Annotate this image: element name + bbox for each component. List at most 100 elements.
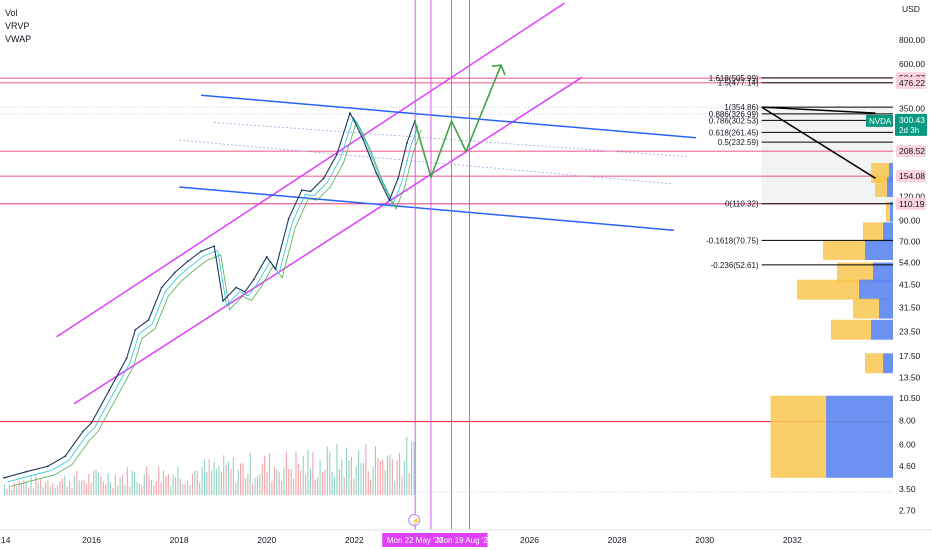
indicator-vol[interactable]: Vol: [5, 8, 18, 18]
price-point: [160, 286, 163, 289]
volume-bar: [155, 481, 157, 495]
price-point: [274, 268, 277, 270]
volume-bar: [40, 479, 42, 495]
volume-bar: [107, 473, 109, 495]
volume-profile-buy: [879, 298, 893, 319]
volume-bar: [138, 483, 140, 495]
volume-bar: [146, 466, 148, 495]
volume-bar: [367, 470, 369, 495]
volume-bar: [399, 452, 401, 495]
fib-level-label: 0.886(326.99): [709, 110, 759, 119]
trend-line: [73, 76, 583, 405]
volume-bar: [143, 474, 145, 495]
price-tag: [896, 197, 926, 210]
y-tick-label: 17.50: [899, 351, 921, 361]
volume-profile-sell: [886, 201, 890, 222]
volume-bar: [134, 471, 136, 495]
y-tick-label: 70.00: [899, 236, 921, 246]
volume-bar: [370, 479, 372, 495]
price-point: [90, 421, 93, 424]
price-point: [134, 328, 137, 331]
volume-bar: [167, 474, 169, 495]
event-marker-icon[interactable]: [408, 514, 421, 526]
x-tick-label: 2032: [783, 535, 802, 545]
price-point: [173, 271, 176, 274]
volume-bar: [194, 470, 196, 495]
price-point: [265, 255, 268, 258]
volume-bar: [129, 487, 131, 495]
price-tag: [896, 145, 926, 158]
date-badge-start: Mon 22 May '23: [387, 536, 444, 545]
price-point: [235, 286, 238, 289]
volume-bar: [276, 469, 278, 495]
volume-bar: [66, 486, 68, 495]
volume-bar: [230, 469, 232, 495]
volume-bar: [93, 471, 95, 495]
date-badge-end: Mon 19 Aug '24: [437, 536, 493, 545]
volume-bar: [18, 480, 20, 495]
x-tick-label: 14: [1, 535, 11, 545]
volume-profile-sell: [863, 222, 883, 243]
volume-bar: [20, 483, 22, 495]
volume-bar: [235, 483, 237, 495]
price-point: [252, 278, 255, 281]
indicator-vrvp[interactable]: VRVP: [5, 21, 30, 31]
x-tick-label: 2016: [82, 535, 101, 545]
price-tag-label: 208.52: [899, 146, 925, 156]
price-point: [3, 476, 5, 479]
volume-bar: [336, 443, 338, 495]
volume-bar: [333, 477, 336, 495]
volume-bar: [175, 477, 177, 495]
volume-bar: [408, 472, 410, 495]
symbol-name: NVDA: [869, 117, 892, 126]
trend-line: [201, 94, 696, 139]
volume-bar: [56, 485, 59, 495]
price-point: [397, 177, 400, 180]
y-tick-label: 31.50: [899, 302, 921, 312]
volume-bar: [35, 474, 37, 495]
volume-bar: [396, 460, 398, 495]
volume-bar: [13, 482, 15, 495]
price-point: [362, 138, 365, 141]
volume-bar: [348, 460, 350, 495]
x-tick-label: 2018: [170, 535, 189, 545]
y-tick-label: 6.00: [899, 439, 916, 449]
trend-line: [214, 122, 688, 158]
volume-bar: [394, 480, 396, 495]
volume-bar: [319, 460, 321, 495]
volume-bar: [162, 470, 165, 495]
volume-bar: [47, 480, 49, 495]
currency-label: USD: [902, 4, 920, 14]
date-range-badge: [382, 533, 488, 547]
price-point: [125, 357, 128, 360]
fib-level-label: -0.1618(70.75): [706, 236, 759, 245]
volume-bar: [295, 452, 297, 495]
volume-profile-sell: [853, 298, 879, 319]
volume-bar: [314, 479, 316, 495]
price-tag: [896, 170, 926, 183]
volume-bar: [191, 473, 193, 495]
trend-line: [56, 2, 565, 338]
volume-bar: [266, 472, 268, 495]
volume-bar: [71, 488, 73, 495]
volume-bar: [81, 480, 83, 495]
volume-bar: [199, 482, 201, 495]
volume-bar: [391, 459, 393, 495]
price-point: [213, 245, 216, 248]
price-point: [349, 112, 351, 115]
volume-bar: [117, 485, 119, 495]
fib-level-label: 0(110.32): [725, 200, 759, 209]
volume-bar: [290, 469, 292, 495]
x-tick-label: 2030: [695, 535, 714, 545]
volume-bar: [374, 446, 377, 495]
volume-bar: [153, 485, 155, 495]
y-tick-label: 800.00: [899, 35, 925, 45]
indicator-vwap[interactable]: VWAP: [5, 34, 32, 44]
volume-bar: [42, 487, 44, 495]
y-tick-label: 90.00: [899, 216, 921, 226]
volume-bar: [228, 461, 230, 495]
volume-bar: [184, 483, 186, 495]
x-tick-label: 2022: [345, 535, 364, 545]
volume-bar: [170, 486, 172, 495]
